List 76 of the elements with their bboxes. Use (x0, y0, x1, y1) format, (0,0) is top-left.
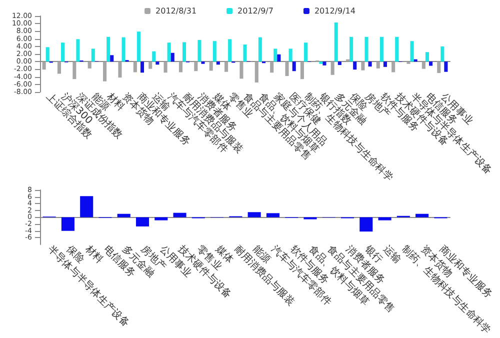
bar (152, 51, 156, 62)
bar (444, 62, 448, 72)
bar (368, 62, 372, 67)
bar (136, 32, 140, 62)
bar (428, 62, 433, 66)
bar (392, 62, 396, 72)
bar (61, 42, 65, 62)
bar (361, 62, 365, 70)
bar (258, 37, 262, 62)
bar (164, 62, 168, 73)
bar (228, 39, 232, 62)
bar (110, 55, 114, 62)
bar (330, 62, 334, 75)
bar (240, 62, 244, 79)
bar (440, 46, 444, 62)
legend-label: 2012/9/7 (238, 6, 274, 16)
bar (285, 62, 289, 76)
bar (170, 52, 174, 62)
bar (148, 62, 152, 69)
bar (136, 217, 150, 226)
bar (173, 212, 186, 218)
bar (118, 62, 122, 78)
bar (182, 42, 186, 62)
bar (106, 36, 110, 62)
bar (304, 42, 308, 62)
bar (72, 62, 76, 80)
bar (154, 217, 168, 220)
bar (178, 62, 182, 72)
bar (425, 52, 429, 62)
legend-label: 2012/8/31 (156, 6, 197, 16)
bar (198, 40, 202, 62)
bar (216, 62, 220, 65)
legend-label: 2012/9/14 (314, 6, 356, 16)
bar (46, 47, 50, 62)
bar (353, 62, 357, 70)
bar (103, 62, 107, 82)
bar (380, 36, 384, 62)
bar (334, 22, 338, 62)
bar (383, 62, 387, 67)
bar (140, 62, 144, 73)
bar (243, 44, 247, 62)
bar (224, 62, 228, 72)
bar (209, 62, 213, 71)
bar (410, 41, 414, 62)
bar (288, 48, 292, 62)
bar (156, 62, 160, 65)
bar (395, 36, 399, 62)
bar (277, 54, 281, 62)
bar (80, 196, 94, 218)
bar (76, 39, 80, 62)
bar (338, 62, 342, 66)
bar (376, 62, 380, 68)
bar (437, 62, 441, 73)
bar (91, 48, 95, 62)
bar (322, 62, 326, 66)
bar (378, 217, 392, 220)
bar (167, 42, 171, 62)
bar (212, 41, 216, 62)
bar (194, 62, 198, 72)
bar (122, 37, 126, 62)
bar (266, 213, 280, 218)
bar (133, 62, 137, 72)
bar (422, 62, 426, 69)
bar (364, 36, 368, 62)
bar (248, 212, 261, 218)
bar (350, 36, 354, 62)
bar (292, 62, 296, 72)
bar (42, 62, 46, 70)
bar (274, 48, 278, 62)
bar (300, 62, 304, 80)
bar (57, 62, 62, 74)
bar (270, 62, 274, 73)
bar (360, 217, 373, 232)
bar (254, 62, 258, 82)
bar (61, 217, 74, 231)
bar (88, 62, 92, 68)
